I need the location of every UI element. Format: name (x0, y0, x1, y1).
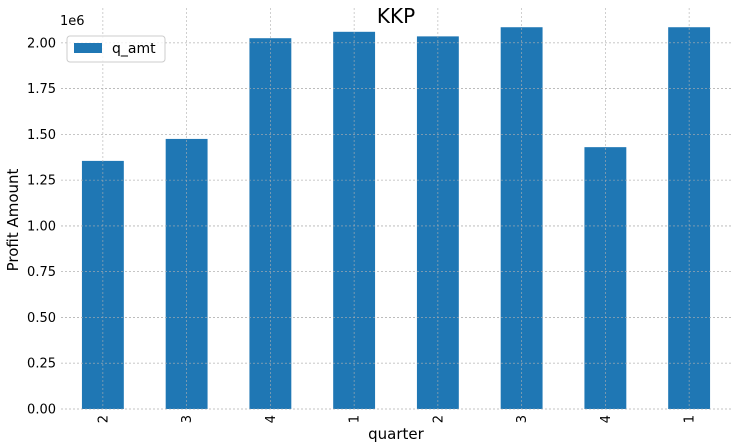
x-tick-label: 3 (180, 415, 195, 423)
x-tick-label: 1 (683, 415, 698, 423)
chart-title: KKP (377, 4, 415, 28)
bars (61, 8, 731, 410)
y-tick-label: 0.00 (27, 403, 56, 418)
y-tick-label: 2.00 (27, 36, 56, 51)
y-tick-label: 1.25 (27, 174, 56, 189)
y-tick-label: 0.50 (27, 311, 56, 326)
y-tick-labels: 0.00 0.25 0.50 0.75 1.00 1.25 1.50 1.75 2.00 (27, 36, 56, 417)
y-tick-label: 0.25 (27, 357, 56, 372)
x-axis-label: quarter (368, 425, 424, 443)
x-tick-label: 4 (264, 415, 279, 423)
x-tick-labels: 2 3 4 1 2 3 4 1 (96, 415, 697, 423)
bar (416, 36, 459, 409)
legend-box (66, 35, 166, 63)
y-tick-label: 1.00 (27, 219, 56, 234)
x-tick-label: 3 (515, 415, 530, 423)
legend: q_amt (66, 35, 166, 63)
y-tick-label: 1.75 (27, 82, 56, 97)
y-tick-label: 0.75 (27, 265, 56, 280)
x-tick-label: 2 (96, 415, 111, 423)
y-offset-label: 1e6 (60, 14, 85, 29)
legend-label: q_amt (112, 41, 156, 57)
legend-swatch (74, 43, 102, 53)
y-tick-label: 1.50 (27, 128, 56, 143)
x-tick-label: 2 (431, 415, 446, 423)
x-tick-label: 4 (599, 415, 614, 423)
y-axis-label: Profit Amount (4, 168, 22, 271)
x-tick-label: 1 (348, 415, 363, 423)
